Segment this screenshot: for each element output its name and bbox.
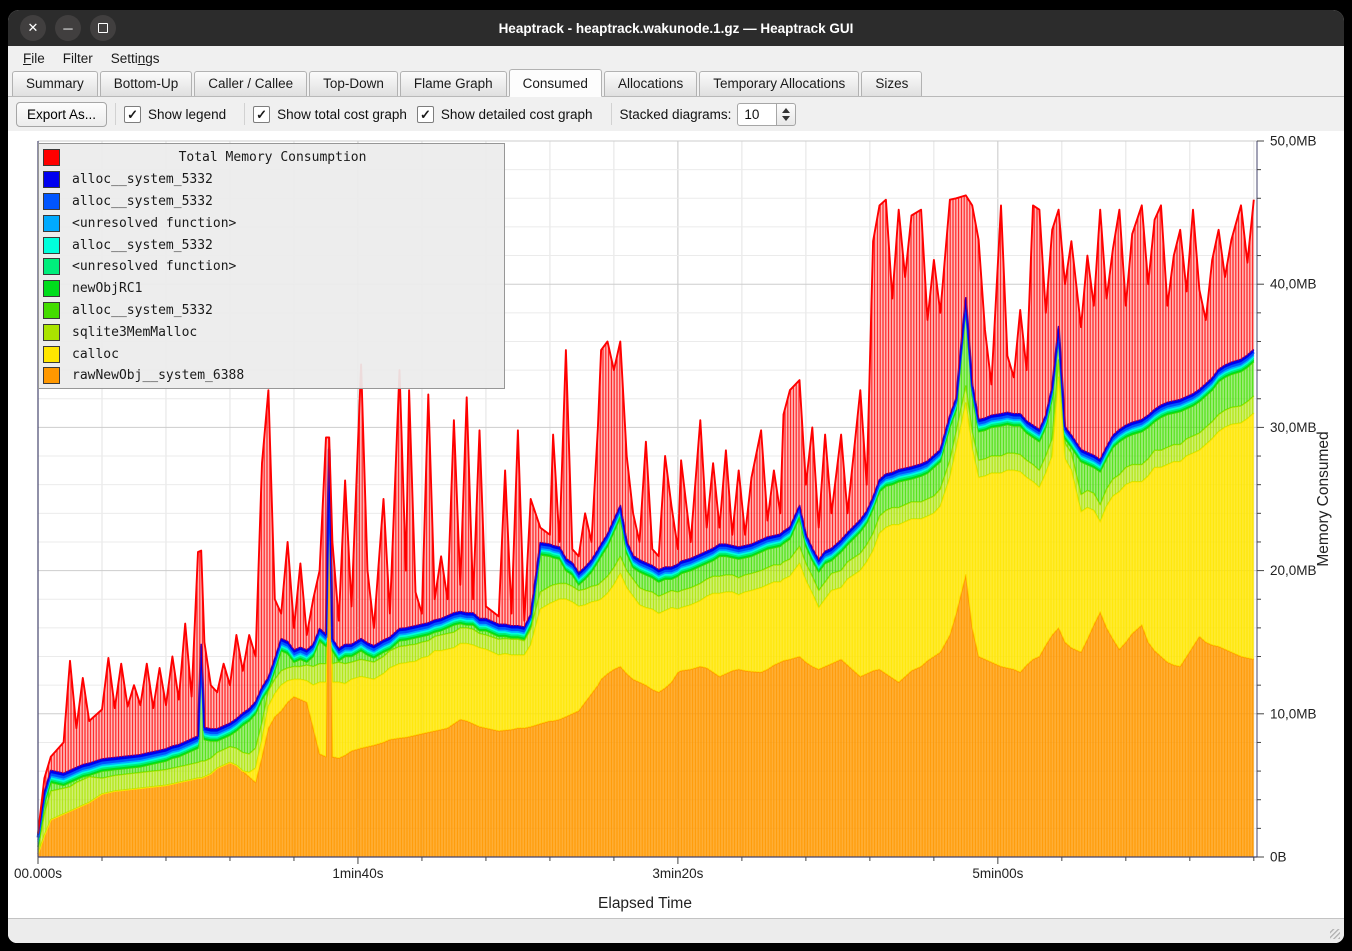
tab-sizes[interactable]: Sizes — [861, 71, 923, 96]
y-axis-title: Memory Consumed — [1315, 431, 1332, 566]
y-tick-label: 10,0MB — [1270, 706, 1317, 721]
legend-swatch — [43, 367, 60, 385]
consumed-chart-pane: 00.000s 1min40s 3min20s 5min00s 0B 10,0MB 20,0… — [8, 131, 1344, 918]
legend-swatch — [43, 192, 60, 210]
legend-swatch — [43, 323, 60, 341]
legend-swatch — [43, 149, 60, 167]
legend-swatch — [43, 280, 60, 298]
legend-entry: alloc__system_5332 — [39, 300, 504, 322]
maximize-button[interactable] — [90, 15, 116, 41]
tab-consumed[interactable]: Consumed — [508, 69, 602, 97]
chart-legend: Total Memory Consumption alloc__system_5… — [38, 143, 505, 389]
title-bar: ✕ ─ Heaptrack - heaptrack.wakunode.1.gz … — [8, 10, 1344, 46]
tab-temporary-allocations[interactable]: Temporary Allocations — [699, 71, 860, 96]
status-bar — [8, 918, 1344, 943]
x-tick-label: 1min40s — [332, 866, 383, 881]
tab-flame-graph[interactable]: Flame Graph — [399, 71, 507, 96]
legend-swatch — [43, 345, 60, 363]
y-tick-label: 20,0MB — [1270, 563, 1317, 578]
legend-swatch — [43, 171, 60, 189]
y-tick-label: 50,0MB — [1270, 134, 1317, 149]
tab-summary[interactable]: Summary — [12, 71, 98, 96]
legend-title: Total Memory Consumption — [178, 150, 367, 166]
legend-entry: rawNewObj__system_6388 — [39, 365, 504, 387]
y-tick-label: 0B — [1270, 850, 1287, 865]
legend-swatch — [43, 301, 60, 319]
menu-filter[interactable]: Filter — [62, 50, 93, 66]
tab-caller-callee[interactable]: Caller / Callee — [194, 71, 308, 96]
close-icon: ✕ — [27, 20, 39, 35]
minimize-icon: ─ — [63, 20, 73, 36]
heaptrack-window: ✕ ─ Heaptrack - heaptrack.wakunode.1.gz … — [8, 10, 1344, 943]
tab-bar: Summary Bottom-Up Caller / Callee Top-Do… — [8, 69, 1344, 97]
stacked-diagrams-value[interactable]: 10 — [737, 102, 778, 126]
x-tick-label: 3min20s — [652, 866, 703, 881]
show-detailed-cost-graph-checkbox[interactable]: ✓ Show detailed cost graph — [416, 105, 593, 123]
checkbox-check-icon: ✓ — [416, 105, 434, 123]
window-title: Heaptrack - heaptrack.wakunode.1.gz — He… — [498, 20, 854, 36]
legend-entry: <unresolved function> — [39, 256, 504, 278]
tab-top-down[interactable]: Top-Down — [309, 71, 398, 96]
toolbar-separator — [115, 103, 117, 125]
spin-down-icon[interactable] — [782, 115, 791, 121]
resize-grip-icon[interactable] — [1330, 929, 1340, 939]
tab-allocations[interactable]: Allocations — [603, 71, 698, 96]
legend-entry: calloc — [39, 343, 504, 365]
legend-swatch — [43, 258, 60, 276]
legend-swatch — [43, 236, 60, 254]
legend-entry: alloc__system_5332 — [39, 169, 504, 191]
x-axis-title: Elapsed Time — [598, 895, 692, 912]
legend-entry: <unresolved function> — [39, 212, 504, 234]
legend-swatch — [43, 214, 60, 232]
spin-up-icon[interactable] — [782, 107, 791, 113]
menu-bar: File Filter Settings — [8, 46, 1344, 70]
export-as-button[interactable]: Export As... — [16, 101, 108, 127]
show-total-cost-graph-checkbox[interactable]: ✓ Show total cost graph — [253, 105, 407, 123]
stacked-diagrams-stepper[interactable]: 10 — [737, 102, 797, 126]
legend-entry: newObjRC1 — [39, 278, 504, 300]
y-tick-label: 30,0MB — [1270, 420, 1317, 435]
tab-bottom-up[interactable]: Bottom-Up — [99, 71, 193, 96]
checkbox-check-icon: ✓ — [124, 105, 142, 123]
maximize-icon — [98, 23, 108, 33]
toolbar: Export As... ✓ Show legend ✓ Show total … — [8, 97, 1344, 131]
memory-consumption-chart[interactable]: 00.000s 1min40s 3min20s 5min00s 0B 10,0MB 20,0… — [8, 131, 1344, 918]
minimize-button[interactable]: ─ — [55, 15, 81, 41]
stacked-diagrams-label: Stacked diagrams: — [619, 106, 732, 122]
toolbar-separator — [610, 103, 612, 125]
legend-entry: alloc__system_5332 — [39, 234, 504, 256]
x-tick-label: 5min00s — [972, 866, 1023, 881]
show-legend-checkbox[interactable]: ✓ Show legend — [124, 105, 226, 123]
toolbar-separator — [244, 103, 246, 125]
legend-entry: alloc__system_5332 — [39, 191, 504, 213]
legend-entry: sqlite3MemMalloc — [39, 321, 504, 343]
menu-settings[interactable]: Settings — [110, 50, 160, 66]
menu-file[interactable]: File — [23, 50, 45, 66]
checkbox-check-icon: ✓ — [253, 105, 271, 123]
x-tick-label: 00.000s — [14, 866, 62, 881]
y-tick-label: 40,0MB — [1270, 277, 1317, 292]
close-button[interactable]: ✕ — [20, 15, 46, 41]
